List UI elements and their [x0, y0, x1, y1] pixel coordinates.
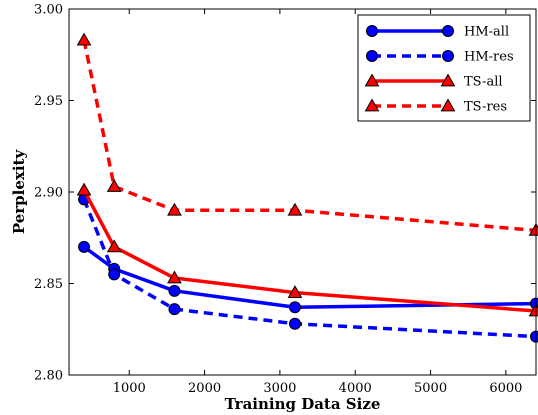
series-hm-res: [78, 193, 538, 343]
legend-item-ts-all: TS-all: [364, 73, 503, 90]
data-point: [78, 240, 91, 253]
data-point: [106, 179, 122, 192]
legend-swatch-marker: [364, 73, 380, 87]
data-point: [530, 330, 538, 343]
y-tick-label: 2.80: [34, 369, 63, 384]
legend-swatch-marker: [442, 25, 454, 37]
data-point: [76, 182, 92, 196]
x-tick-label: 3000: [263, 381, 296, 396]
data-point: [287, 285, 303, 299]
legend: HM-all HM-res TS-all TS-res: [357, 14, 531, 122]
legend-label: TS-all: [464, 75, 503, 90]
x-tick-label: 1000: [113, 381, 146, 396]
y-tick-label: 3.00: [34, 3, 63, 18]
x-tick-label: 4000: [339, 381, 372, 396]
series-ts-res: [76, 32, 538, 236]
legend-label: HM-all: [464, 25, 509, 40]
data-point: [106, 239, 122, 253]
data-point: [76, 32, 92, 46]
data-point: [168, 284, 181, 297]
legend-swatch-marker: [366, 50, 378, 62]
y-tick-label: 2.95: [34, 94, 63, 109]
series-hm-all: [78, 240, 538, 314]
legend-item-hm-all: HM-all: [366, 25, 509, 40]
data-point: [167, 202, 182, 216]
legend-swatch-marker: [440, 98, 456, 112]
y-tick-label: 2.85: [34, 277, 63, 292]
legend-item-hm-res: HM-res: [366, 50, 514, 65]
x-tick-label: 2000: [188, 381, 221, 396]
legend-swatch-marker: [364, 98, 380, 112]
data-point: [167, 270, 182, 284]
data-point: [288, 317, 301, 330]
series-line: [83, 245, 537, 310]
x-tick-label: 5000: [414, 381, 447, 396]
x-tick-label: 6000: [489, 381, 522, 396]
ticks-layer: 1000 2000 3000 4000 5000 6000 2.80 2.85 2.90 2.95…: [34, 3, 536, 396]
legend-label: TS-res: [464, 100, 507, 115]
data-point: [288, 301, 301, 314]
legend-swatch-marker: [366, 25, 378, 37]
y-tick-label: 2.90: [34, 186, 63, 201]
legend-item-ts-res: TS-res: [364, 98, 507, 115]
data-point: [108, 268, 121, 281]
legend-swatch-marker: [442, 50, 454, 62]
x-axis-label: Training Data Size: [225, 395, 381, 413]
series-layer: [76, 32, 538, 343]
series-ts-all: [76, 182, 538, 317]
data-point: [287, 202, 303, 216]
y-axis-label: Perplexity: [10, 149, 28, 235]
data-point: [168, 303, 181, 316]
legend-swatch-marker: [440, 73, 456, 87]
series-line: [82, 189, 537, 313]
legend-label: HM-res: [464, 50, 514, 65]
